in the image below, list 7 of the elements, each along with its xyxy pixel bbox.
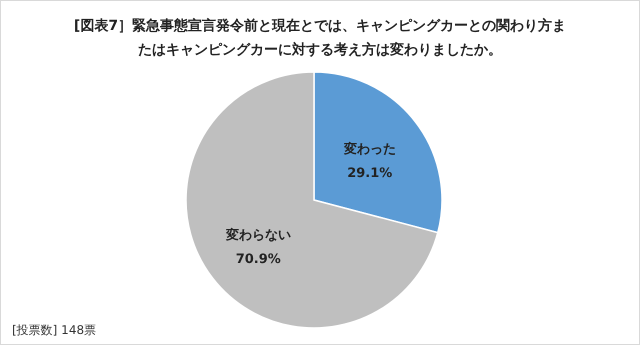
data-label: 29.1% [347,166,392,182]
slice-label: 変わらない [224,226,291,243]
chart-title: [図表7］緊急事態宣言発令前と現在とでは、キャンピングカーとの関わり方またはキャンピングカーに対する考え方は変わりましたか。 [74,17,566,58]
data-label: 70.9% [236,252,281,267]
text: [投票数] 148票 [12,323,96,337]
slice-label: 変わった [342,141,396,158]
pie-slice [185,71,439,329]
